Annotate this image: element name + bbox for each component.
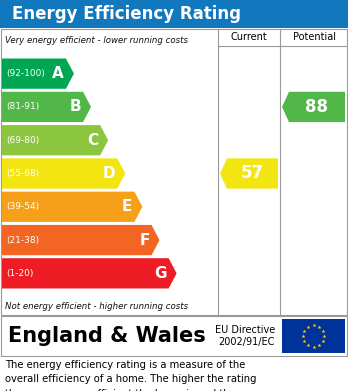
Text: Energy Efficiency Rating: Energy Efficiency Rating	[12, 5, 241, 23]
Text: B: B	[69, 99, 81, 115]
Polygon shape	[2, 59, 74, 89]
Text: C: C	[87, 133, 98, 148]
Polygon shape	[2, 158, 125, 188]
Text: Not energy efficient - higher running costs: Not energy efficient - higher running co…	[5, 302, 188, 311]
Text: (1-20): (1-20)	[6, 269, 33, 278]
Polygon shape	[282, 92, 345, 122]
Text: EU Directive
2002/91/EC: EU Directive 2002/91/EC	[215, 325, 275, 347]
Text: The energy efficiency rating is a measure of the
overall efficiency of a home. T: The energy efficiency rating is a measur…	[5, 360, 256, 391]
Text: G: G	[154, 266, 167, 281]
Polygon shape	[2, 192, 142, 222]
Text: D: D	[103, 166, 115, 181]
Bar	[1, 316, 347, 356]
Text: Very energy efficient - lower running costs: Very energy efficient - lower running co…	[5, 36, 188, 45]
Polygon shape	[2, 225, 159, 255]
Text: (39-54): (39-54)	[6, 202, 39, 211]
Text: 88: 88	[306, 98, 329, 116]
Text: (21-38): (21-38)	[6, 235, 39, 245]
Text: Potential: Potential	[293, 32, 335, 43]
Polygon shape	[2, 125, 108, 155]
Text: A: A	[52, 66, 64, 81]
Polygon shape	[2, 258, 177, 289]
Bar	[1, 29, 347, 315]
Polygon shape	[2, 92, 91, 122]
Text: England & Wales: England & Wales	[8, 326, 206, 346]
Text: (55-68): (55-68)	[6, 169, 39, 178]
Text: 57: 57	[241, 165, 264, 183]
Text: Current: Current	[231, 32, 267, 43]
Bar	[282, 319, 345, 353]
Text: (92-100): (92-100)	[6, 69, 45, 78]
Text: (81-91): (81-91)	[6, 102, 39, 111]
Polygon shape	[220, 158, 278, 188]
Text: E: E	[122, 199, 132, 214]
Text: (69-80): (69-80)	[6, 136, 39, 145]
Bar	[0, 0, 348, 28]
Text: F: F	[139, 233, 150, 248]
